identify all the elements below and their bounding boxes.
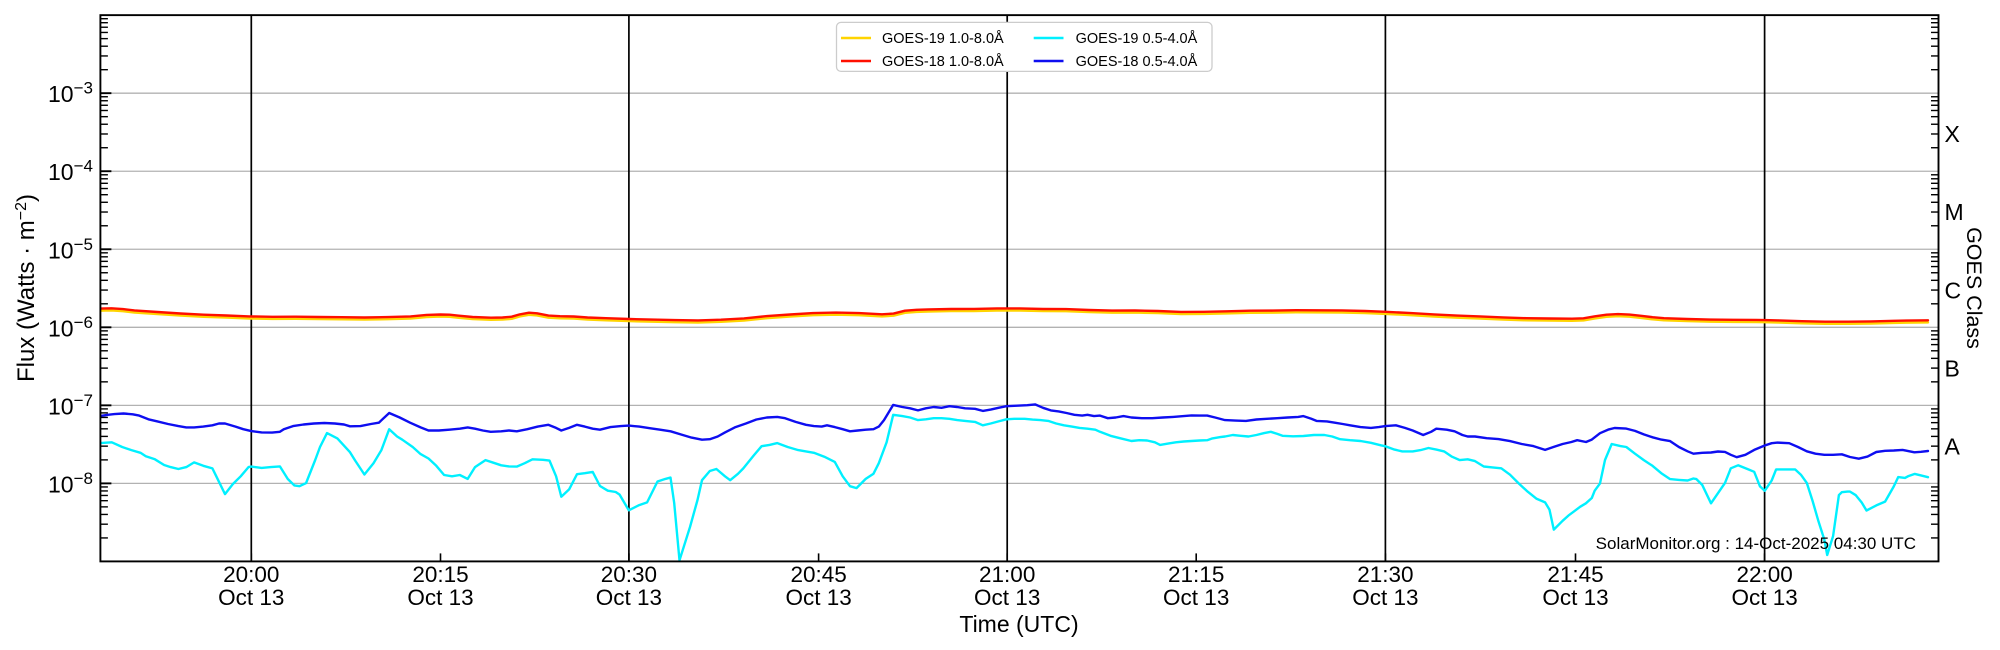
svg-text:B: B xyxy=(1945,355,1960,381)
svg-text:SolarMonitor.org : 14-Oct-2025: SolarMonitor.org : 14-Oct-2025 04:30 UTC xyxy=(1596,534,1916,553)
svg-text:Oct 13: Oct 13 xyxy=(1731,585,1797,610)
svg-text:Oct 13: Oct 13 xyxy=(1542,585,1608,610)
svg-text:21:00: 21:00 xyxy=(979,562,1035,587)
svg-text:X: X xyxy=(1945,121,1960,147)
svg-text:Oct 13: Oct 13 xyxy=(1163,585,1229,610)
svg-text:21:30: 21:30 xyxy=(1357,562,1413,587)
svg-text:Oct 13: Oct 13 xyxy=(974,585,1040,610)
svg-text:20:15: 20:15 xyxy=(412,562,468,587)
svg-text:Oct 13: Oct 13 xyxy=(1352,585,1418,610)
svg-text:20:30: 20:30 xyxy=(601,562,657,587)
svg-text:Flux (Watts · m−2): Flux (Watts · m−2) xyxy=(13,194,40,382)
svg-text:A: A xyxy=(1945,433,1961,459)
svg-text:20:45: 20:45 xyxy=(790,562,846,587)
svg-text:22:00: 22:00 xyxy=(1736,562,1792,587)
svg-text:M: M xyxy=(1945,199,1964,225)
svg-text:GOES-19 0.5-4.0Å: GOES-19 0.5-4.0Å xyxy=(1076,30,1198,47)
svg-text:20:00: 20:00 xyxy=(223,562,279,587)
svg-text:Oct 13: Oct 13 xyxy=(407,585,473,610)
svg-text:Oct 13: Oct 13 xyxy=(218,585,284,610)
svg-text:GOES Class: GOES Class xyxy=(1962,227,1986,349)
svg-text:10−4: 10−4 xyxy=(48,157,93,186)
svg-text:Oct 13: Oct 13 xyxy=(785,585,851,610)
svg-text:GOES-19 1.0-8.0Å: GOES-19 1.0-8.0Å xyxy=(882,30,1004,47)
svg-text:C: C xyxy=(1945,277,1962,303)
svg-text:Time (UTC): Time (UTC) xyxy=(959,611,1078,637)
svg-text:Oct 13: Oct 13 xyxy=(596,585,662,610)
svg-text:10−6: 10−6 xyxy=(48,313,93,342)
svg-text:21:45: 21:45 xyxy=(1547,562,1603,587)
svg-text:GOES-18 0.5-4.0Å: GOES-18 0.5-4.0Å xyxy=(1076,53,1198,70)
svg-text:21:15: 21:15 xyxy=(1168,562,1224,587)
svg-text:GOES-18 1.0-8.0Å: GOES-18 1.0-8.0Å xyxy=(882,53,1004,70)
